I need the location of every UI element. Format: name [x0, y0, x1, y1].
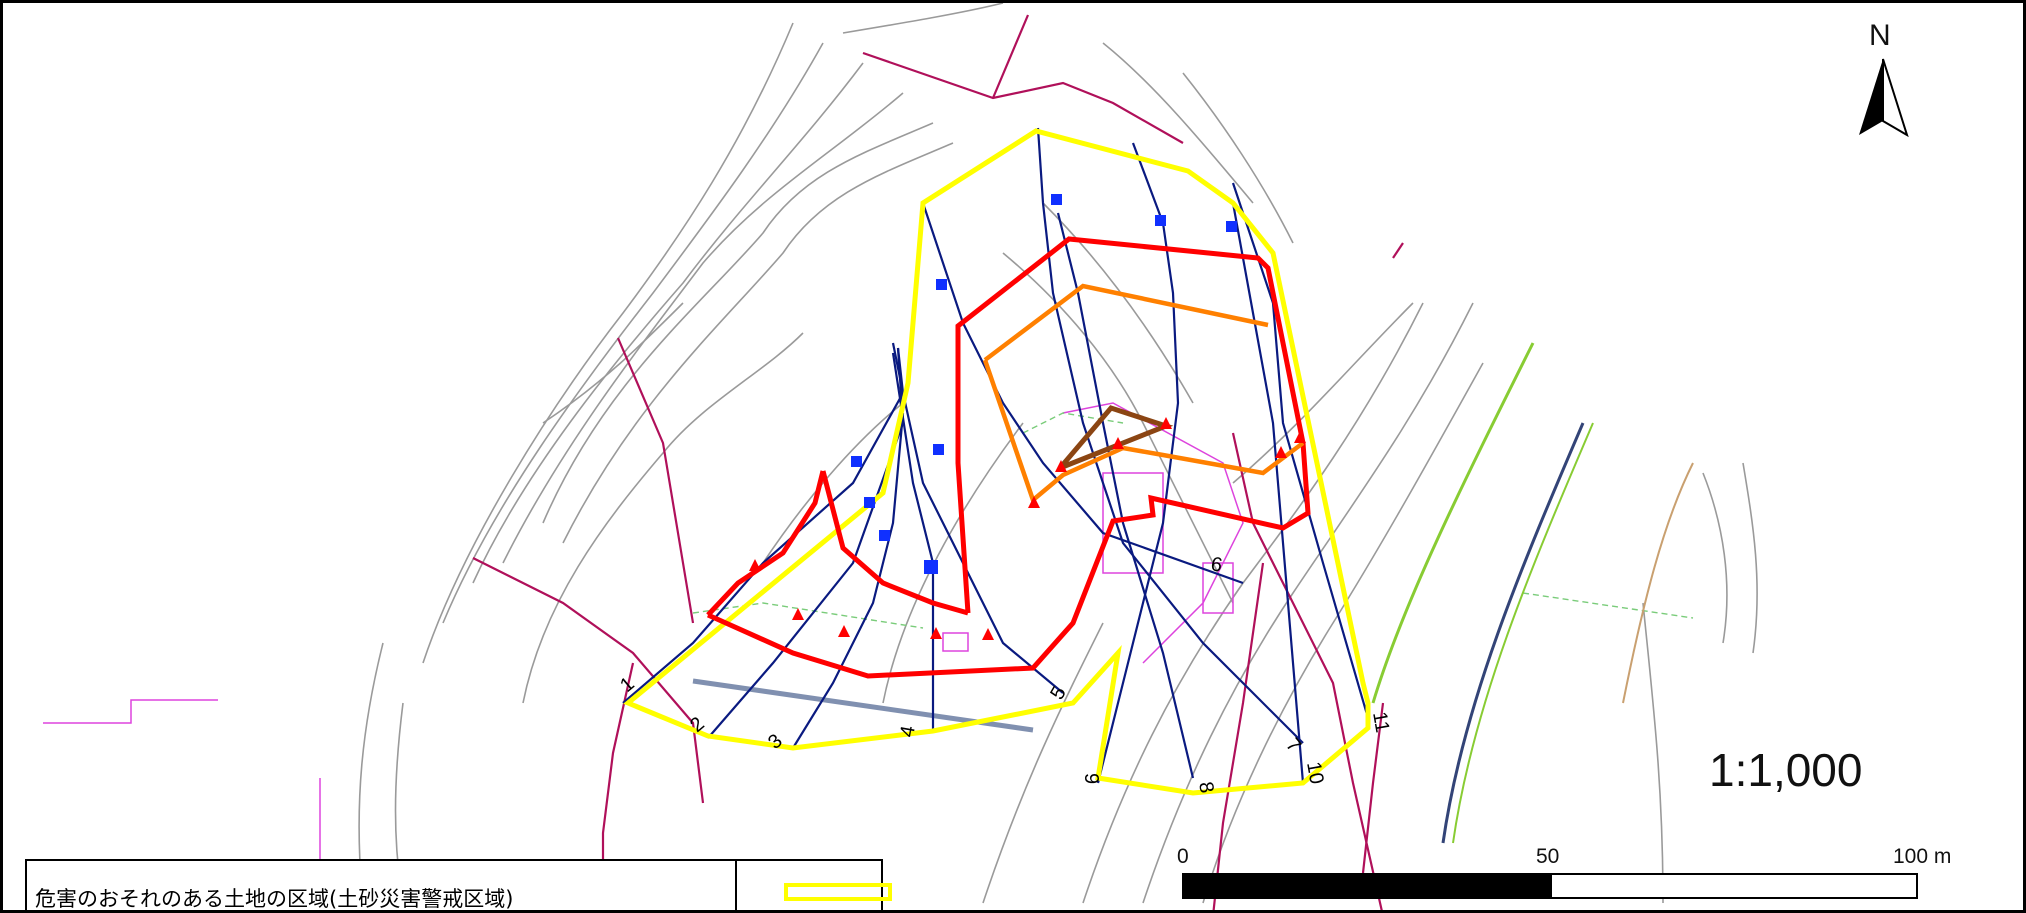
- section-label-9: 9: [1080, 773, 1102, 784]
- survey-section-lines: [622, 127, 1370, 784]
- legend-swatch-warning-zone: [784, 883, 892, 901]
- scale-ratio: 1:1,000: [1709, 744, 1863, 796]
- blue-square-markers: [851, 194, 1237, 574]
- legend-divider: [735, 861, 737, 910]
- contour-lines: [358, 3, 1758, 904]
- section-label-6: 6: [1209, 553, 1224, 577]
- warning-zone-boundary: [623, 128, 1371, 796]
- section-label-11: 11: [1368, 710, 1393, 734]
- section-label-5: 5: [1046, 683, 1071, 704]
- scale-bar-label-0: 0: [1177, 845, 1189, 868]
- special-zone-boundary: [706, 236, 1311, 679]
- stream-lines: [1371, 342, 1694, 844]
- section-label-8: 8: [1194, 780, 1218, 795]
- legend-box: 危害のおそれのある土地の区域(土砂災害警戒区域): [25, 859, 892, 911]
- inner-zone-boundary: [982, 283, 1305, 504]
- scale-bar-label-100: 100 m: [1893, 845, 1952, 868]
- red-triangle-markers: [749, 417, 1306, 640]
- north-label: N: [1869, 19, 1891, 52]
- map-canvas[interactable]: 1 2 3 4 5 6 7 8 9 10 11: [3, 3, 2026, 913]
- road-lines: [472, 14, 1404, 910]
- scale-bar: [1182, 873, 1918, 899]
- section-label-3: 3: [764, 730, 787, 754]
- section-label-4: 4: [896, 724, 920, 739]
- scale-bar-label-50: 50: [1536, 845, 1560, 868]
- section-label-10: 10: [1302, 760, 1328, 786]
- legend-label-warning-zone: 危害のおそれのある土地の区域(土砂災害警戒区域): [35, 887, 514, 911]
- north-arrow-icon: [1859, 58, 1909, 138]
